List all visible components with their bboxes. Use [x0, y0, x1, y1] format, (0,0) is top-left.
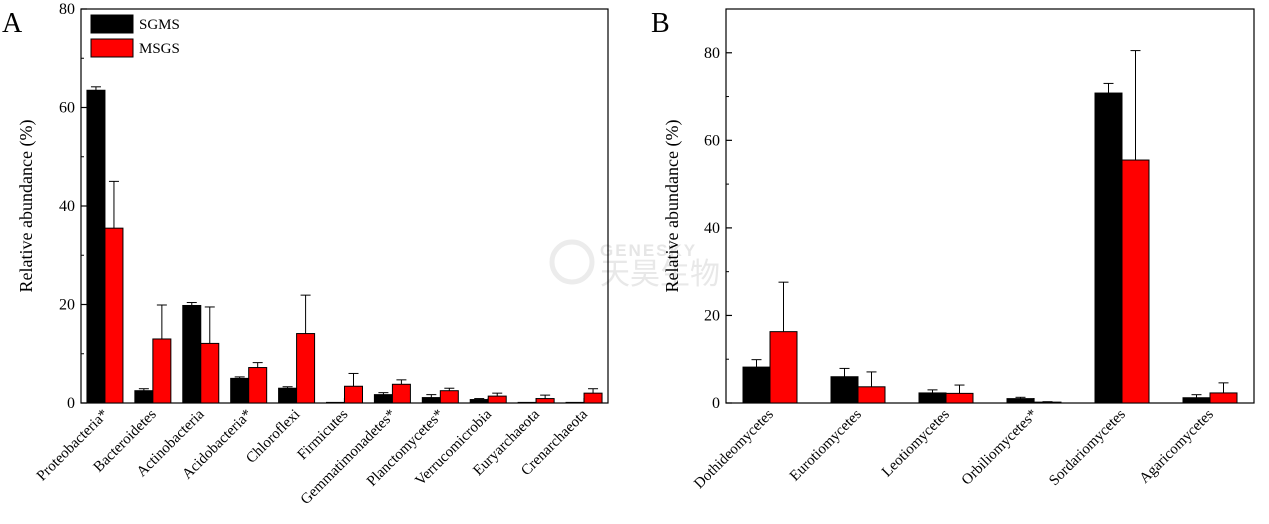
y-tick-label: 40 [704, 220, 720, 237]
bar-msgs [769, 331, 798, 404]
bar-sgms [86, 89, 106, 404]
bar-sgms [1094, 92, 1123, 404]
bar-msgs [583, 392, 603, 404]
bar-sgms [565, 401, 585, 404]
x-category-label: Orbiliomycetes* [959, 407, 1041, 489]
y-axis-title: Relative abundance (%) [662, 120, 683, 293]
watermark: GENESKY 天昊生物 [549, 239, 720, 292]
y-tick-label: 60 [59, 100, 75, 117]
bar-msgs [344, 385, 363, 404]
y-tick-label: 60 [704, 132, 720, 149]
bar-msgs [248, 367, 268, 404]
watermark-chinese: 天昊生物 [600, 257, 720, 292]
y-axis-title: Relative abundance (%) [16, 120, 37, 293]
x-category-label: Sordariomycetes [1046, 406, 1129, 489]
y-tick-label: 40 [59, 198, 75, 215]
bar-sgms [918, 392, 947, 404]
x-category-label: Dothideomycetes [691, 406, 777, 492]
bar-sgms [1006, 398, 1035, 404]
bar-msgs [439, 390, 459, 404]
legend-swatch-msgs [90, 38, 134, 58]
y-tick-label: 0 [67, 395, 75, 412]
legend: SGMS MSGS [90, 14, 180, 58]
bar-sgms [230, 377, 250, 404]
bar-msgs [945, 392, 974, 404]
chart-panel-b: 0 20 40 60 80 Relative abundance (%) Dothideom… [662, 8, 1255, 492]
bar-sgms [742, 366, 771, 404]
watermark-english: GENESKY [600, 241, 697, 260]
bar-sgms [373, 394, 393, 404]
bar-msgs [296, 333, 316, 404]
y-tick-label: 20 [704, 307, 720, 324]
bar-msgs [857, 386, 886, 404]
bar-msgs [1209, 392, 1238, 404]
y-tick-label: 20 [59, 297, 75, 314]
bar-msgs [200, 342, 220, 404]
panel-letter-a: A [2, 8, 23, 39]
legend-label-sgms: SGMS [139, 17, 180, 33]
y-tick-label: 80 [704, 45, 720, 62]
watermark-logo-icon [549, 239, 595, 285]
bar-sgms [421, 397, 441, 404]
bar-sgms [326, 401, 345, 404]
bar-msgs [1033, 401, 1062, 404]
y-tick-label: 80 [59, 1, 75, 18]
x-category-label: Leotiomycetes [879, 406, 953, 480]
bar-msgs [1121, 159, 1150, 404]
bar-sgms [278, 387, 298, 404]
panel-letter-b: B [651, 8, 670, 39]
bar-sgms [182, 304, 202, 404]
x-category-label: Agaricomycetes [1137, 406, 1217, 486]
y-tick-label: 0 [712, 395, 720, 412]
bar-msgs [535, 398, 555, 404]
bar-sgms [517, 401, 537, 404]
x-category-label: Eurotiomycetes [787, 406, 865, 484]
bar-msgs [104, 227, 124, 404]
bar-sgms [1182, 397, 1211, 404]
bar-msgs [152, 338, 172, 404]
bar-sgms [830, 376, 859, 404]
bar-msgs [391, 383, 411, 404]
bar-sgms [134, 390, 154, 404]
bar-sgms [469, 399, 489, 404]
bar-msgs [487, 395, 507, 404]
legend-swatch-sgms [90, 14, 134, 34]
plot-frame [725, 8, 1255, 404]
legend-label-msgs: MSGS [139, 41, 180, 57]
